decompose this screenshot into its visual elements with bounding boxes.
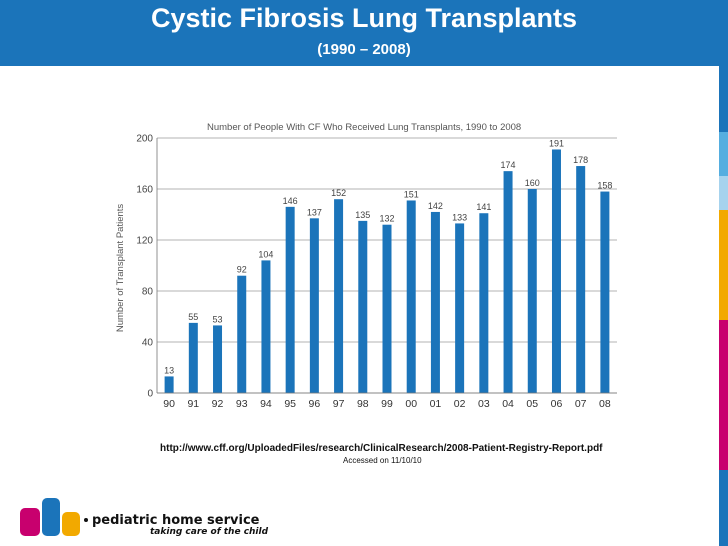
data-label: 53: [213, 314, 223, 324]
side-decoration-strip: [719, 66, 728, 546]
data-label: 132: [379, 214, 394, 224]
data-label: 135: [355, 210, 370, 220]
bar: [213, 325, 223, 393]
slide-title: Cystic Fibrosis Lung Transplants: [150, 3, 578, 33]
chart-bars: [164, 149, 610, 393]
deco-segment-2: [719, 132, 728, 176]
x-tick-label: 91: [187, 398, 199, 410]
y-tick-label: 80: [142, 287, 154, 298]
x-tick-label: 94: [260, 398, 272, 410]
bar: [358, 220, 368, 393]
x-tick-label: 98: [357, 398, 369, 410]
x-tick-label: 08: [599, 398, 611, 410]
data-label: 158: [597, 181, 612, 191]
x-tick-label: 95: [284, 398, 296, 410]
y-axis-label: Number of Transplant Patients: [115, 204, 126, 333]
bar: [382, 224, 392, 393]
data-label: 151: [404, 189, 419, 199]
deco-segment-5: [719, 320, 728, 470]
bar: [527, 189, 537, 393]
data-label: 191: [549, 138, 564, 148]
data-label: 160: [525, 178, 540, 188]
bar: [309, 218, 319, 393]
deco-segment-6: [719, 470, 728, 546]
logo-tagline: taking care of the child: [150, 527, 269, 537]
deco-segment-3: [719, 176, 728, 210]
logo-name: pediatric home service: [92, 513, 260, 528]
bar: [503, 171, 513, 393]
logo-block-s: [62, 512, 80, 536]
x-tick-label: 05: [526, 398, 538, 410]
bar: [261, 260, 271, 393]
x-tick-label: 96: [309, 398, 321, 410]
deco-segment-1: [719, 66, 728, 132]
phs-logo: [20, 498, 88, 536]
y-tick-label: 120: [136, 236, 153, 247]
data-label: 178: [573, 155, 588, 165]
x-tick-label: 92: [212, 398, 224, 410]
bar: [164, 376, 174, 393]
x-tick-label: 90: [163, 398, 175, 410]
x-tick-label: 06: [551, 398, 563, 410]
bar: [285, 206, 295, 393]
bar: [430, 211, 440, 393]
slide-subtitle: (1990 – 2008): [317, 41, 411, 58]
x-tick-label: 07: [575, 398, 587, 410]
y-tick-label: 40: [142, 338, 154, 349]
x-tick-label: 03: [478, 398, 490, 410]
x-tick-label: 01: [430, 398, 442, 410]
data-label: 142: [428, 201, 443, 211]
bar: [237, 275, 247, 393]
accessed-date: Accessed on 11/10/10: [343, 456, 422, 465]
data-label: 146: [283, 196, 298, 206]
bar: [406, 200, 416, 393]
logo-dot: [84, 518, 88, 522]
logo-block-h: [42, 498, 60, 536]
x-tick-label: 97: [333, 398, 345, 410]
data-label: 92: [237, 265, 247, 275]
x-tick-label: 00: [405, 398, 417, 410]
source-link[interactable]: http://www.cff.org/UploadedFiles/researc…: [160, 443, 603, 454]
bar: [600, 191, 610, 393]
bar: [576, 166, 586, 393]
x-tick-label: 99: [381, 398, 393, 410]
x-tick-label: 93: [236, 398, 248, 410]
bar: [334, 199, 344, 393]
chart-title: Number of People With CF Who Received Lu…: [207, 122, 521, 133]
bar: [455, 223, 465, 393]
bar: [479, 213, 489, 393]
title-banner: [0, 0, 728, 66]
chart-data-labels: 13 55 53 92 104 146 137 152 135 132 151 142 133 141 17…: [164, 138, 612, 375]
data-label: 152: [331, 188, 346, 198]
bar: [551, 149, 561, 393]
y-tick-label: 200: [136, 134, 153, 145]
data-label: 174: [501, 160, 516, 170]
logo-block-p: [20, 508, 40, 536]
y-tick-label: 160: [136, 185, 153, 196]
x-tick-label: 02: [454, 398, 466, 410]
y-tick-label: 0: [147, 389, 153, 400]
x-tick-label: 04: [502, 398, 514, 410]
data-label: 137: [307, 207, 322, 217]
bar: [188, 322, 198, 393]
data-label: 133: [452, 212, 467, 222]
data-label: 104: [258, 249, 273, 259]
data-label: 55: [188, 312, 198, 322]
data-label: 141: [476, 202, 491, 212]
data-label: 13: [164, 365, 174, 375]
deco-segment-4: [719, 210, 728, 320]
